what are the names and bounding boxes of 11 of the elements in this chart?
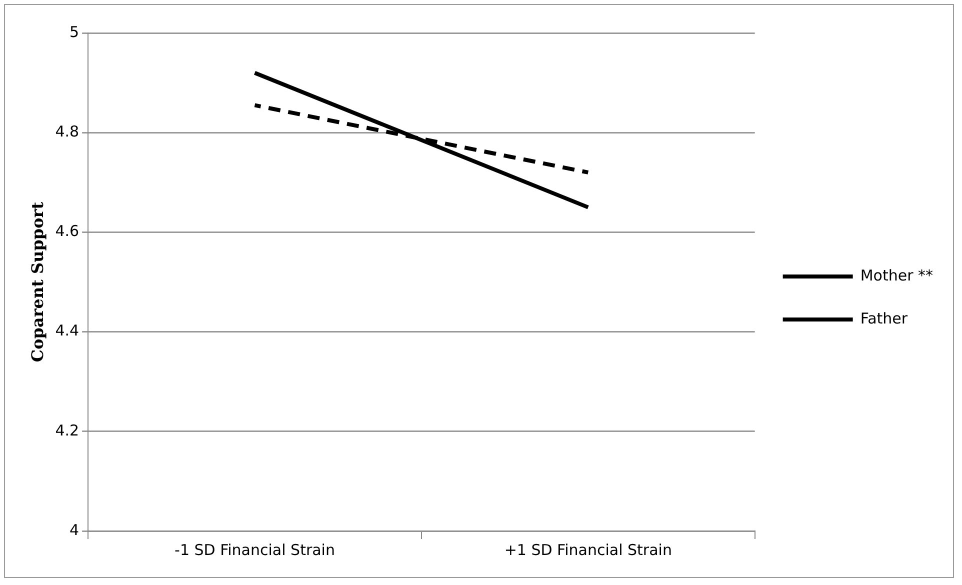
x-tick-label: +1 SD Financial Strain [504, 540, 672, 559]
legend-label: Father [860, 309, 908, 328]
y-tick-label: 4.2 [55, 421, 80, 440]
legend-label: Mother ** [860, 266, 934, 284]
y-tick-label: 4 [70, 520, 80, 539]
x-tick-label: -1 SD Financial Strain [174, 540, 335, 559]
y-axis-title: Coparent Support [28, 201, 47, 362]
y-tick-label: 5 [70, 22, 80, 41]
y-tick-label: 4.6 [55, 222, 80, 240]
y-tick-label: 4.8 [55, 122, 80, 140]
y-tick-label: 4.4 [55, 322, 80, 340]
